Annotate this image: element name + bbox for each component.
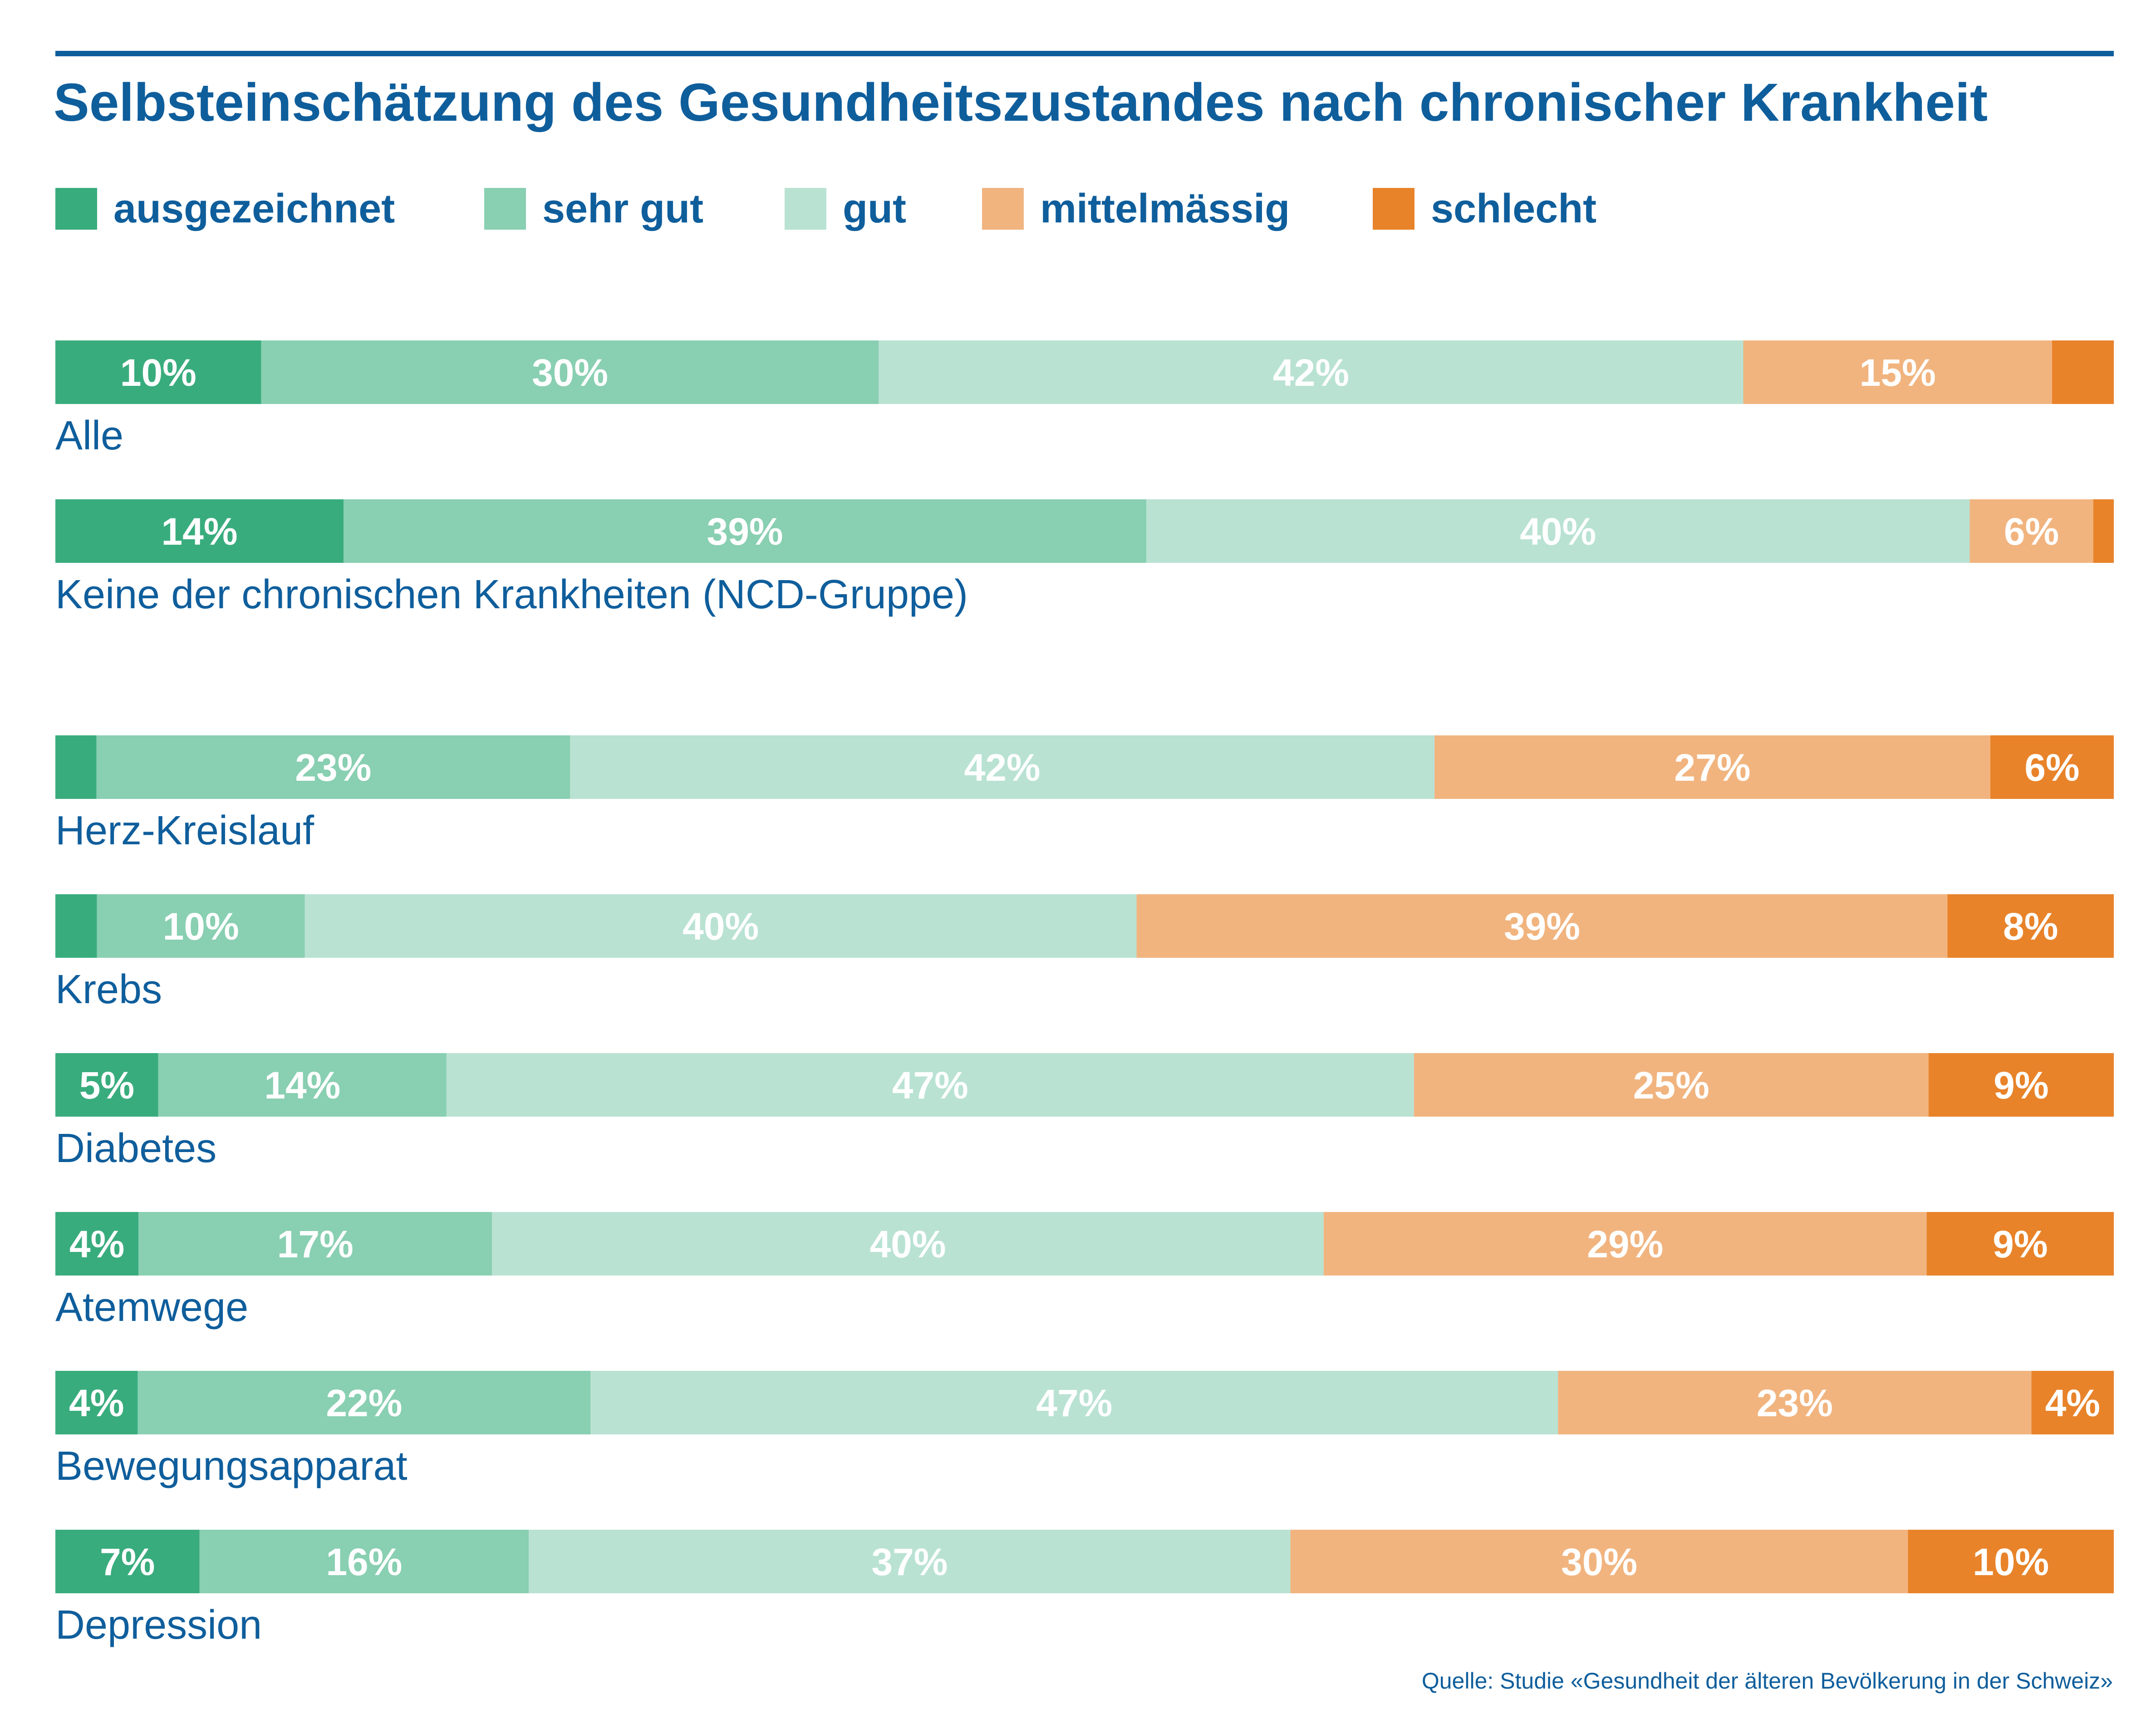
category-label: Herz-Kreislauf xyxy=(55,808,314,853)
bar-segment xyxy=(879,340,1743,404)
bar-segment xyxy=(138,1371,591,1434)
data-label: 10% xyxy=(1973,1541,2049,1583)
data-label: 9% xyxy=(1994,1064,2048,1107)
bar-segment xyxy=(1743,340,2052,404)
title-rule xyxy=(55,51,2114,56)
chart-title: Selbsteinschätzung des Gesundheitszustan… xyxy=(54,73,1988,133)
data-label: 10% xyxy=(163,905,239,948)
bar-segment xyxy=(570,735,1435,799)
bar-segment xyxy=(138,1212,492,1276)
bar-segment xyxy=(199,1530,529,1593)
bar-segment xyxy=(1928,1053,2114,1117)
bar-segment xyxy=(55,1530,200,1593)
category-label: Krebs xyxy=(55,967,162,1012)
data-label: 25% xyxy=(1633,1064,1709,1107)
bar-segment xyxy=(158,1053,447,1117)
data-label: 30% xyxy=(1561,1541,1637,1583)
bar-segment xyxy=(1414,1053,1929,1117)
legend-swatch xyxy=(785,188,826,230)
data-label: 23% xyxy=(295,746,371,789)
data-label: 4% xyxy=(69,1223,124,1266)
bar-segment xyxy=(97,894,305,958)
legend-label: sehr gut xyxy=(542,186,704,232)
legend-swatch xyxy=(484,188,526,230)
legend-swatch xyxy=(982,188,1024,230)
data-label: 47% xyxy=(892,1064,968,1107)
data-label: 6% xyxy=(2004,510,2059,553)
bar-segment xyxy=(1947,894,2114,958)
data-label: 39% xyxy=(707,510,783,553)
bar-segment xyxy=(55,1371,138,1434)
bar-segment xyxy=(2031,1371,2114,1434)
data-label: 16% xyxy=(326,1541,402,1583)
category-label: Keine der chronischen Krankheiten (NCD-G… xyxy=(55,572,968,617)
bar-segment xyxy=(1558,1371,2032,1434)
bar-segment xyxy=(1146,499,1970,563)
bar-segment xyxy=(55,1212,139,1276)
legend-swatch xyxy=(55,188,97,230)
data-label: 27% xyxy=(1674,746,1750,789)
bar-segment xyxy=(261,340,879,404)
data-label: 47% xyxy=(1036,1382,1112,1424)
category-label: Diabetes xyxy=(55,1126,217,1171)
legend-label: mittelmässig xyxy=(1040,186,1290,232)
bar-segment xyxy=(1926,1212,2114,1276)
data-label: 8% xyxy=(2003,905,2058,948)
bar-segment xyxy=(529,1530,1291,1593)
bar-segment xyxy=(590,1371,1558,1434)
data-label: 9% xyxy=(1993,1223,2048,1266)
source-note: Quelle: Studie «Gesundheit der älteren B… xyxy=(1421,1668,2113,1694)
data-label: 22% xyxy=(326,1382,402,1424)
data-label: 15% xyxy=(1860,351,1936,394)
bar-segment xyxy=(1290,1530,1908,1593)
bar-segment xyxy=(1136,894,1948,958)
data-label: 6% xyxy=(2024,746,2079,789)
data-label: 23% xyxy=(1757,1382,1833,1424)
category-label: Atemwege xyxy=(55,1285,249,1330)
legend-label: gut xyxy=(843,186,906,232)
data-label: 7% xyxy=(100,1541,155,1583)
data-label: 30% xyxy=(532,351,608,394)
data-label: 10% xyxy=(120,351,196,394)
bar-segment xyxy=(1323,1212,1927,1276)
legend-label: ausgezeichnet xyxy=(113,186,395,232)
data-label: 4% xyxy=(69,1382,124,1424)
bar-segment xyxy=(344,499,1147,563)
bar-segment xyxy=(96,735,570,799)
bar-segment xyxy=(1969,499,2093,563)
bar-segment xyxy=(1434,735,1990,799)
data-label: 5% xyxy=(79,1064,134,1107)
bar-segment xyxy=(446,1053,1414,1117)
data-label: 4% xyxy=(2045,1382,2100,1424)
data-label: 39% xyxy=(1504,905,1580,948)
bar-segment xyxy=(55,499,344,563)
data-label: 42% xyxy=(964,746,1040,789)
bar-segment xyxy=(1908,1530,2114,1593)
bar-segment xyxy=(55,340,261,404)
data-label: 40% xyxy=(869,1223,946,1266)
bar-segment xyxy=(55,735,97,799)
data-label: 42% xyxy=(1273,351,1349,394)
bar-segment xyxy=(55,1053,158,1117)
category-label: Bewegungsapparat xyxy=(55,1443,408,1489)
legend-label: schlecht xyxy=(1431,186,1597,232)
bar-segment xyxy=(304,894,1137,958)
category-label: Alle xyxy=(55,413,124,458)
legend-swatch xyxy=(1373,188,1414,230)
data-label: 14% xyxy=(264,1064,340,1107)
data-label: 40% xyxy=(1520,510,1596,553)
bar-segment xyxy=(55,894,97,958)
bar-segment xyxy=(2093,499,2114,563)
data-label: 17% xyxy=(277,1223,354,1266)
data-label: 40% xyxy=(683,905,759,948)
bar-segment xyxy=(2052,340,2114,404)
data-label: 29% xyxy=(1587,1223,1663,1266)
bar-segment xyxy=(1990,735,2114,799)
data-label: 14% xyxy=(161,510,237,553)
bar-segment xyxy=(492,1212,1324,1276)
category-label: Depression xyxy=(55,1602,262,1648)
data-label: 37% xyxy=(871,1541,948,1583)
